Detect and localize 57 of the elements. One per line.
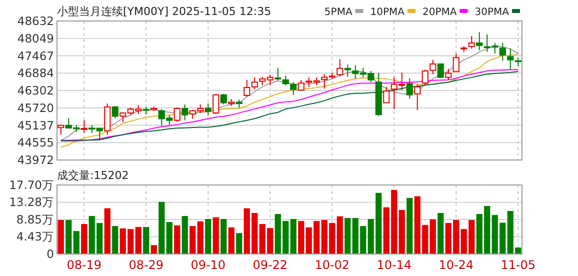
- bar: [81, 224, 88, 254]
- bar: [197, 221, 204, 254]
- bar: [344, 218, 351, 254]
- x-tick-label: 10-24: [438, 258, 474, 272]
- bar: [73, 231, 80, 254]
- y-tick-label: 8.85万: [16, 212, 54, 226]
- chart-title: 成交量:15202: [57, 169, 129, 182]
- bar: [438, 212, 444, 254]
- bar: [58, 220, 64, 254]
- bar: [336, 216, 343, 254]
- bar: [174, 225, 180, 254]
- y-tick-label: 46302: [17, 84, 54, 98]
- chart-title: 小型当月连续[YM00Y] 2025-11-05 12:35: [57, 5, 272, 18]
- y-tick-label: 44555: [17, 136, 54, 150]
- y-tick-label: 17.70万: [9, 178, 54, 192]
- bar: [205, 219, 212, 254]
- bar: [166, 222, 172, 254]
- x-tick-label: 10-14: [376, 258, 412, 272]
- x-tick-label: 09-10: [190, 258, 226, 272]
- y-tick-label: 48049: [17, 31, 54, 46]
- y-tick-label: 45137: [17, 118, 54, 132]
- bar: [158, 202, 165, 254]
- bar: [135, 227, 142, 254]
- bar: [150, 245, 157, 254]
- y-tick-label: 0: [46, 247, 54, 261]
- y-tick-label: 13.28万: [9, 195, 54, 210]
- legend-label: 30PMA: [474, 7, 510, 18]
- bar: [112, 226, 118, 254]
- bar: [430, 219, 436, 254]
- line-series: [60, 45, 519, 141]
- x-tick-label: 08-29: [128, 258, 164, 272]
- bar: [143, 227, 150, 254]
- bar: [212, 217, 219, 254]
- y-tick-label: 47467: [17, 48, 54, 63]
- bar: [190, 226, 196, 254]
- legend-label: 20PMA: [422, 7, 457, 18]
- bar: [290, 219, 296, 254]
- legend-label: 10PMA: [370, 7, 405, 18]
- bar: [220, 219, 227, 254]
- bar: [236, 233, 242, 254]
- bar: [66, 220, 72, 254]
- x-tick-label: 08-19: [66, 258, 102, 272]
- y-tick-label: 43972: [17, 153, 54, 167]
- y-tick-label: 46884: [17, 66, 54, 80]
- x-tick-label: 09-22: [252, 258, 288, 272]
- bar: [182, 216, 188, 254]
- x-tick-label: 11-05: [500, 258, 536, 272]
- bar: [406, 198, 413, 254]
- y-tick-label: 48632: [17, 14, 54, 28]
- bar: [298, 221, 304, 254]
- bar: [104, 208, 110, 254]
- bar: [398, 210, 405, 254]
- y-tick-label: 4.43万: [16, 230, 54, 244]
- x-tick-label: 10-02: [314, 258, 350, 272]
- y-tick-label: 45720: [17, 100, 54, 115]
- legend-label: 5PMA: [324, 7, 352, 18]
- bar: [228, 227, 234, 254]
